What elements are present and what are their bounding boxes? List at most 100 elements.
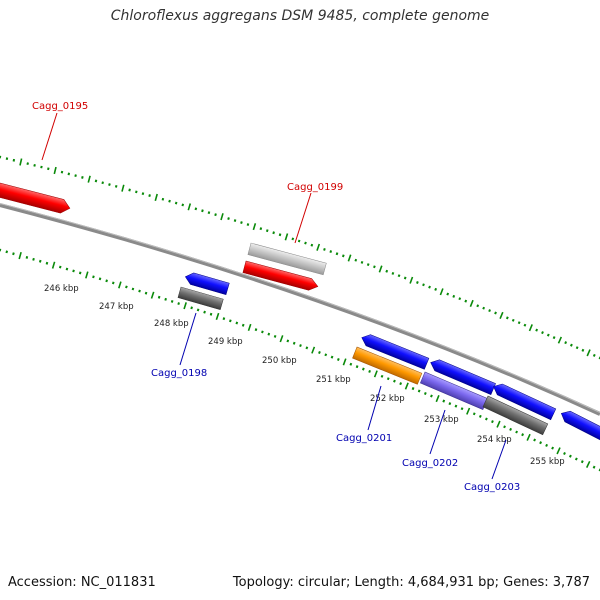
inner-track-tick	[551, 446, 555, 450]
inner-track-tick	[556, 447, 561, 455]
inner-track-tick	[585, 460, 591, 468]
outer-track-tick	[148, 194, 151, 197]
inner-track-tick	[18, 251, 22, 260]
gene-label-cagg-0198[interactable]: Cagg_0198	[151, 368, 207, 379]
inner-track-tick	[423, 392, 427, 395]
outer-track-tick	[434, 287, 438, 291]
inner-track-tick	[509, 427, 513, 431]
inner-track-tick	[521, 433, 525, 437]
inner-track-tick	[435, 395, 440, 403]
outer-track-tick	[546, 333, 550, 337]
inner-track-tick	[318, 351, 321, 354]
outer-track-tick	[304, 241, 307, 245]
gene-label-cagg-0195[interactable]: Cagg_0195	[32, 101, 88, 112]
map-title: Chloroflexus aggregans DSM 9485, complet…	[110, 8, 490, 24]
inner-track-tick	[247, 323, 252, 331]
outer-track-tick	[360, 260, 364, 264]
topology-text: Topology: circular; Length: 4,684,931 bp…	[232, 575, 590, 590]
outer-track-tick	[499, 311, 504, 320]
gene-cagg-0197-arrow[interactable]	[184, 271, 230, 295]
inner-track-tick	[111, 281, 115, 285]
tick-label-251: 251 kbp	[316, 375, 351, 385]
inner-track-tick	[380, 374, 384, 378]
outer-track-tick	[505, 316, 509, 320]
inner-track-tick	[460, 407, 464, 411]
outer-track-tick	[272, 231, 275, 235]
outer-track-tick	[575, 346, 579, 350]
leader-cagg-0195	[41, 112, 58, 161]
outer-track-tick	[67, 172, 71, 176]
gene-cagg-0199-box[interactable]	[247, 242, 327, 276]
outer-track-tick	[494, 311, 497, 315]
inner-track-tick	[299, 344, 302, 348]
leader-cagg-0203	[491, 439, 507, 480]
outer-track-tick	[40, 165, 43, 169]
outer-track-tick	[409, 276, 414, 284]
outer-track-tick	[194, 207, 198, 211]
outer-track-tick	[220, 213, 224, 221]
outer-track-tick	[523, 323, 527, 327]
inner-track-tick	[503, 425, 506, 429]
outer-track-tick	[310, 243, 314, 247]
inner-track-tick	[150, 291, 155, 299]
outer-track-tick	[47, 167, 50, 171]
inner-track-tick	[157, 295, 161, 299]
inner-track-tick	[65, 267, 69, 271]
inner-track-tick	[361, 367, 365, 371]
gene-cagg-0195-arrow[interactable]	[0, 182, 72, 215]
gene-cagg-0198-box[interactable]	[177, 286, 224, 311]
inner-track-tick	[183, 302, 187, 310]
inner-track-tick	[164, 297, 167, 301]
outer-track-tick	[586, 349, 591, 357]
inner-track-tick	[386, 377, 390, 381]
gene-labels: Cagg_0195 Cagg_0199 Cagg_0198 Cagg_0201 …	[32, 101, 520, 493]
gene-blue-arrow-4[interactable]	[559, 408, 600, 442]
gene-blue-arrow-3[interactable]	[491, 381, 557, 421]
outer-track-tick	[154, 193, 158, 202]
forward-tick-track	[0, 155, 600, 360]
gene-cagg-0201-box[interactable]	[352, 346, 423, 385]
gene-cagg-0203-box[interactable]	[482, 395, 549, 436]
gene-label-cagg-0202[interactable]: Cagg_0202	[402, 458, 458, 469]
inner-track-tick	[574, 457, 578, 461]
inner-track-tick	[32, 257, 35, 261]
inner-track-tick	[305, 346, 309, 350]
outer-track-tick	[94, 179, 98, 183]
tick-label-248: 248 kbp	[154, 319, 189, 329]
outer-track-tick	[373, 265, 376, 269]
outer-track-tick	[476, 304, 480, 308]
outer-track-tick	[347, 254, 352, 262]
gene-blue-arrow-2[interactable]	[428, 357, 496, 395]
outer-track-tick	[174, 201, 178, 205]
outer-track-tick	[416, 281, 419, 284]
gene-cagg-0200-arrow[interactable]	[242, 260, 320, 292]
tick-label-250: 250 kbp	[262, 356, 297, 366]
outer-track-tick	[26, 162, 29, 166]
gene-blue-arrow-1[interactable]	[360, 332, 430, 370]
outer-track-tick	[291, 237, 295, 241]
inner-track-tick	[592, 465, 596, 469]
gene-label-cagg-0203[interactable]: Cagg_0203	[464, 482, 520, 493]
inner-track-tick	[209, 312, 213, 316]
inner-track-tick	[235, 321, 239, 325]
scale-labels: 246 kbp 247 kbp 248 kbp 249 kbp 250 kbp …	[44, 284, 565, 467]
outer-track-tick	[329, 250, 333, 253]
inner-track-tick	[404, 382, 409, 390]
outer-track-tick	[246, 223, 250, 226]
outer-track-tick	[108, 183, 111, 186]
outer-track-tick	[316, 243, 321, 251]
inner-track-tick	[430, 394, 433, 398]
outer-track-tick	[81, 176, 84, 179]
outer-track-tick	[135, 190, 138, 194]
outer-track-tick	[569, 343, 573, 347]
outer-track-tick	[12, 158, 16, 162]
gene-label-cagg-0201[interactable]: Cagg_0201	[336, 433, 392, 444]
outer-track-tick	[452, 294, 456, 298]
tick-label-252: 252 kbp	[370, 394, 405, 404]
inner-track-tick	[203, 310, 206, 314]
gene-label-cagg-0199[interactable]: Cagg_0199	[287, 182, 343, 193]
inner-track-tick	[177, 302, 180, 305]
outer-track-tick	[439, 288, 444, 296]
inner-track-tick	[496, 420, 501, 428]
